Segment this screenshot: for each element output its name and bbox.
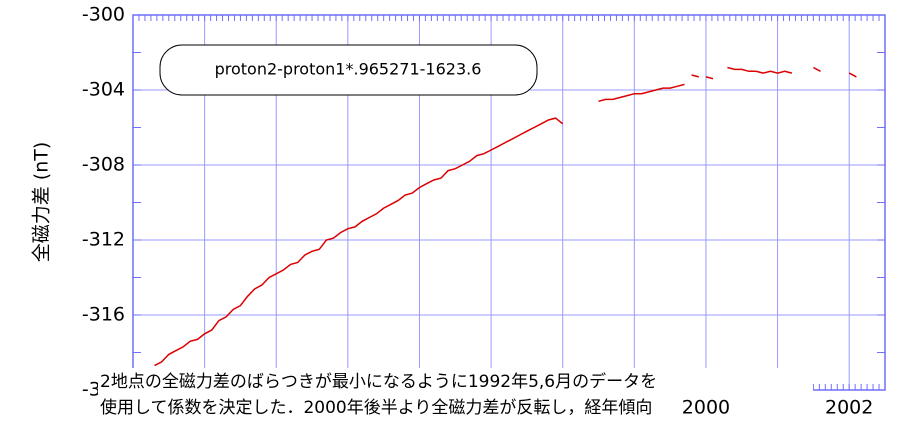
y-tick-label: -300 (82, 4, 125, 26)
annotation: 使用して係数を決定した．2000年後半より全磁力差が反転し，経年傾向 (100, 397, 652, 418)
data-line (154, 66, 857, 367)
y-tick-label: -308 (82, 154, 125, 176)
x-tick-label: 2000 (682, 397, 730, 419)
legend-label: proton2-proton1*.965271-1623.6 (215, 60, 482, 79)
y-tick-label: -312 (82, 229, 125, 251)
x-tick-label: 2002 (825, 397, 873, 419)
y-axis-label: 全磁力差 (nT) (31, 142, 53, 263)
annotation-bg (98, 368, 813, 423)
y-tick-label: -304 (82, 79, 125, 101)
annotation: 2地点の全磁力差のばらつきが最小になるように1992年5,6月のデータを (100, 371, 657, 392)
legend-box (159, 44, 538, 96)
y-tick-label: -316 (82, 304, 125, 326)
